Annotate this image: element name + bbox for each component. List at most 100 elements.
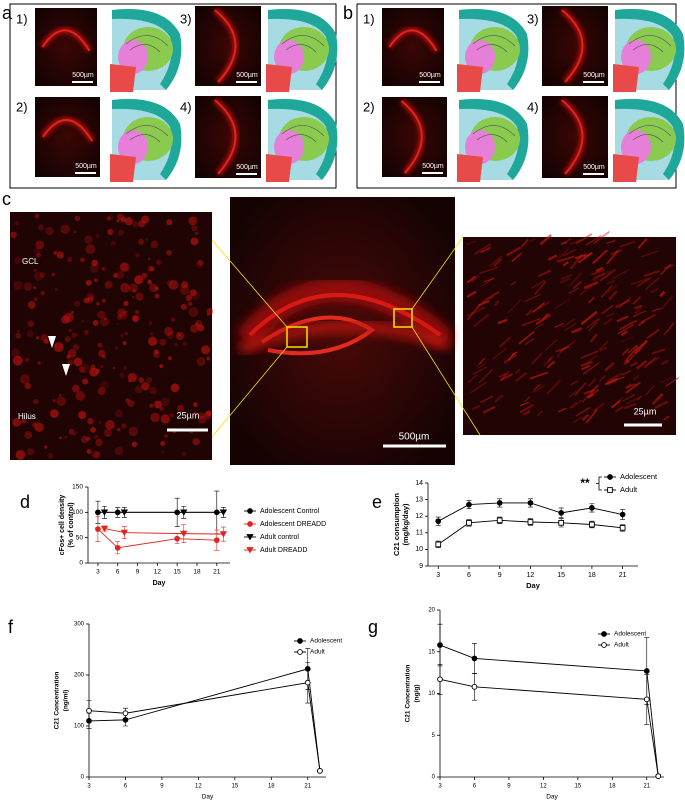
hippocampus-band	[561, 99, 584, 175]
texture	[611, 396, 624, 408]
texture	[52, 398, 56, 403]
legend-label: Adolescent	[620, 472, 658, 481]
x-tick-label: 12	[527, 572, 535, 579]
texture	[569, 238, 584, 245]
atlas-region	[457, 154, 483, 182]
texture	[534, 281, 547, 295]
panel-label: f	[8, 617, 14, 637]
texture	[493, 300, 500, 307]
y-tick-label: 300	[74, 622, 85, 628]
texture	[166, 280, 173, 287]
texture	[89, 367, 99, 377]
x-tick-label: 9	[136, 569, 140, 576]
texture	[203, 411, 212, 420]
panel-label: c	[2, 189, 11, 209]
texture	[568, 390, 577, 398]
x-tick-label: 18	[193, 569, 201, 576]
texture	[479, 395, 494, 404]
texture	[27, 320, 35, 328]
texture	[528, 238, 536, 243]
texture	[33, 286, 37, 290]
texture	[643, 270, 660, 277]
texture	[171, 317, 176, 322]
texture	[585, 234, 602, 246]
texture	[98, 349, 106, 358]
atlas-region	[465, 40, 495, 74]
texture	[78, 366, 85, 373]
texture	[81, 319, 85, 323]
texture	[515, 368, 521, 375]
x-tick-label: 15	[232, 784, 239, 790]
texture	[537, 300, 551, 310]
texture	[27, 301, 36, 309]
texture	[190, 237, 199, 246]
zoom-box	[393, 308, 413, 328]
texture	[86, 449, 92, 454]
texture	[575, 233, 593, 245]
texture	[76, 333, 79, 336]
texture	[58, 393, 62, 397]
texture	[563, 249, 576, 257]
texture	[166, 219, 173, 226]
texture	[619, 319, 638, 331]
atlas-region	[613, 64, 639, 92]
texture	[192, 402, 198, 407]
texture	[531, 352, 543, 365]
texture	[206, 308, 214, 315]
texture	[194, 411, 198, 415]
texture	[474, 242, 492, 255]
point	[466, 501, 472, 508]
texture	[149, 283, 158, 293]
point	[619, 511, 626, 518]
texture	[192, 438, 200, 446]
texture	[651, 347, 666, 355]
y-axis-title: (% of control)	[68, 502, 75, 547]
texture	[654, 400, 669, 410]
texture	[85, 436, 91, 441]
legend-marker	[247, 521, 253, 527]
texture	[168, 413, 172, 416]
texture	[23, 258, 26, 262]
texture	[120, 282, 131, 293]
texture	[560, 274, 573, 280]
texture	[87, 417, 94, 425]
texture	[134, 385, 143, 394]
panel-label: d	[20, 492, 30, 512]
texture	[500, 370, 509, 381]
texture	[188, 307, 199, 317]
y-tick-label: 0	[432, 775, 436, 781]
texture	[15, 333, 22, 339]
texture	[73, 300, 81, 307]
texture	[103, 428, 113, 437]
texture	[99, 316, 110, 327]
texture	[92, 320, 99, 326]
arrowhead	[62, 364, 70, 376]
texture	[104, 280, 113, 289]
x-tick-label: 9	[160, 784, 164, 790]
texture	[112, 366, 115, 370]
series-line	[439, 678, 659, 777]
texture	[562, 261, 569, 267]
texture	[135, 253, 140, 258]
series-line	[88, 668, 321, 771]
texture	[124, 217, 133, 226]
point	[619, 524, 626, 531]
scale-bar-label: 500µm	[422, 163, 444, 170]
texture	[53, 250, 58, 255]
item-number: 4)	[527, 99, 539, 114]
texture	[54, 287, 59, 292]
texture	[179, 285, 190, 295]
texture	[80, 435, 89, 444]
point	[643, 668, 650, 674]
texture	[196, 356, 206, 366]
x-tick-label: 9	[498, 572, 502, 579]
texture	[115, 409, 124, 418]
texture	[603, 317, 613, 326]
texture	[514, 371, 528, 383]
texture	[510, 280, 517, 286]
texture	[621, 348, 630, 356]
point	[437, 642, 443, 648]
texture	[91, 259, 99, 267]
hippocampus-band	[214, 99, 237, 175]
item-number: 2)	[363, 99, 375, 114]
